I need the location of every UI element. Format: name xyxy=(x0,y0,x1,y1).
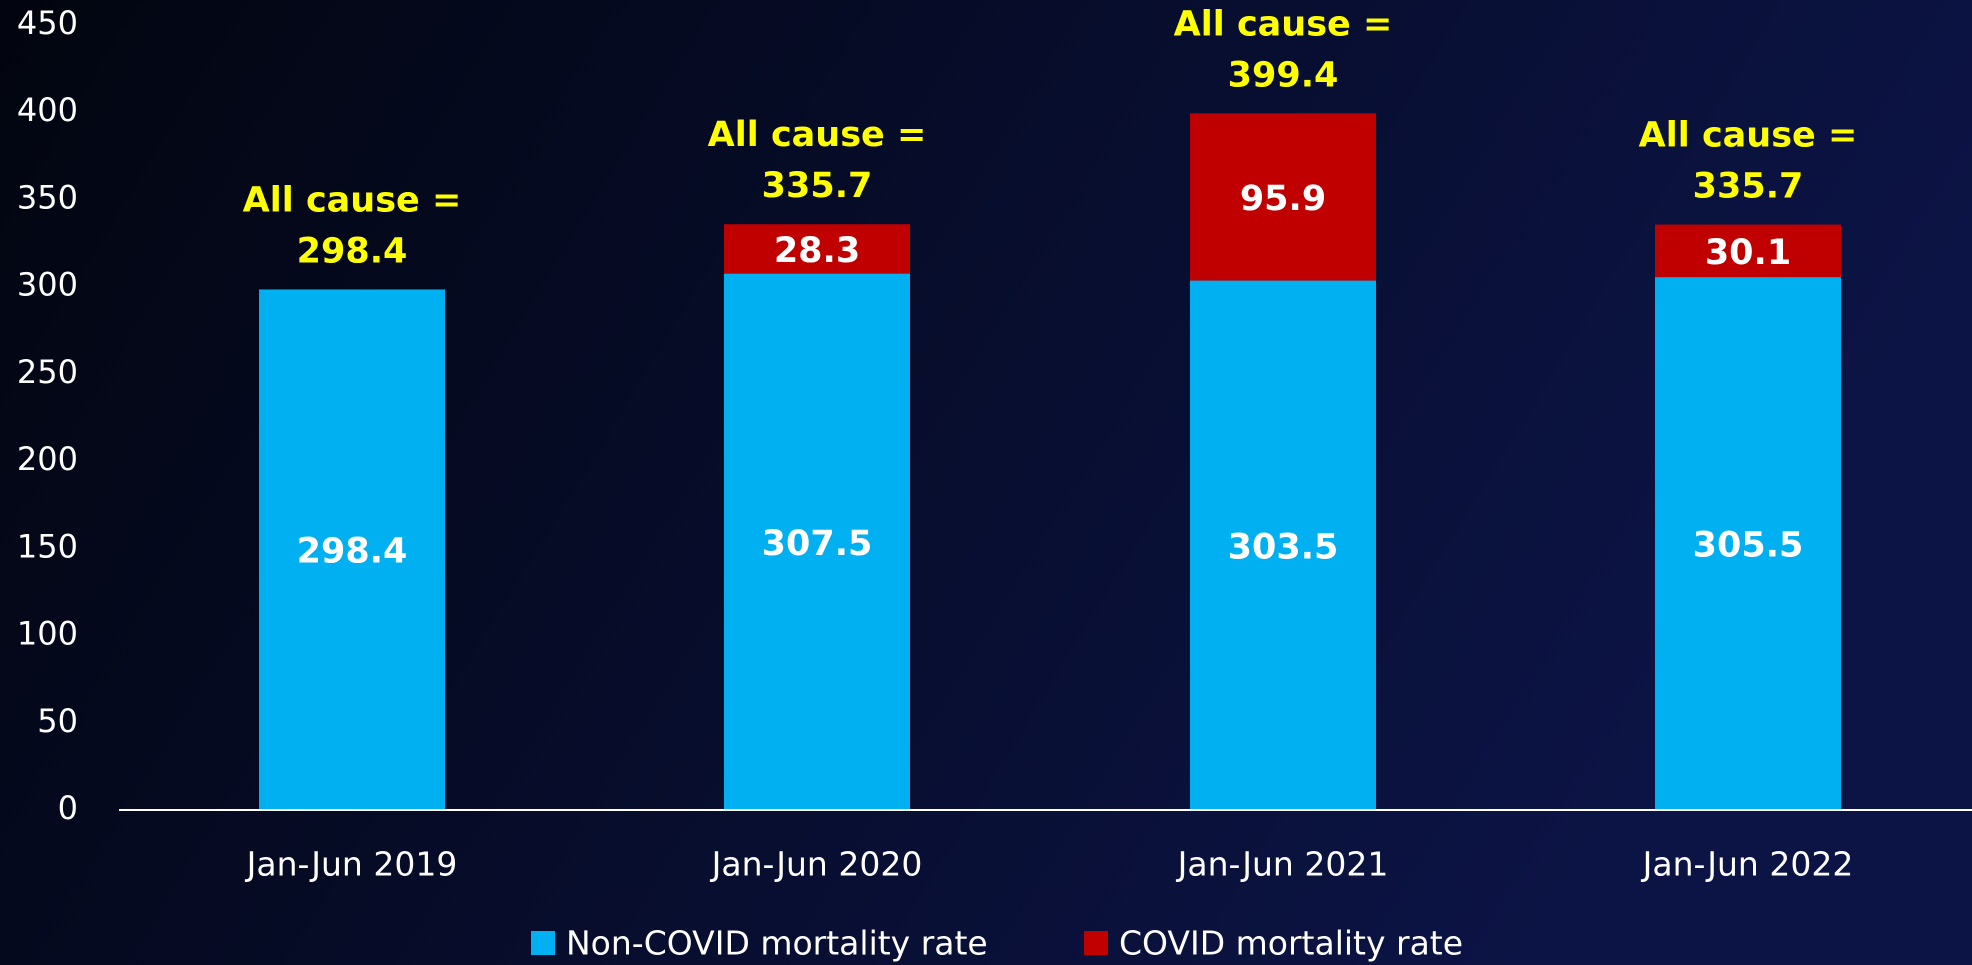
bar-segment xyxy=(1190,280,1376,810)
y-tick-label: 150 xyxy=(17,527,78,565)
y-tick-label: 300 xyxy=(17,266,78,304)
y-tick-label: 50 xyxy=(37,702,78,740)
legend-label: COVID mortality rate xyxy=(1119,924,1463,963)
bar-segment xyxy=(724,224,910,274)
bar-segment xyxy=(1655,277,1841,810)
x-tick-label: Jan-Jun 2022 xyxy=(1641,845,1854,884)
bar-segment xyxy=(1655,224,1841,278)
y-tick-label: 0 xyxy=(58,789,78,827)
y-tick-label: 400 xyxy=(17,91,78,129)
value-label: 30.1 xyxy=(1705,233,1791,273)
x-tick-label: Jan-Jun 2020 xyxy=(710,845,923,884)
value-label: 95.9 xyxy=(1240,179,1326,219)
annotation: All cause = xyxy=(1174,4,1393,44)
annotation: All cause = xyxy=(243,180,462,220)
value-label: 298.4 xyxy=(297,532,408,572)
bar-segment xyxy=(724,273,910,810)
bar-segment xyxy=(1190,113,1376,281)
annotation: 335.7 xyxy=(1693,167,1804,207)
annotation: All cause = xyxy=(708,115,927,155)
value-label: 305.5 xyxy=(1693,526,1804,566)
x-tick-label: Jan-Jun 2021 xyxy=(1176,845,1389,884)
x-tick-label: Jan-Jun 2019 xyxy=(245,845,458,884)
value-label: 303.5 xyxy=(1228,527,1339,567)
value-label: 307.5 xyxy=(762,524,873,564)
y-tick-label: 350 xyxy=(17,178,78,216)
y-tick-label: 250 xyxy=(17,353,78,391)
value-label: 28.3 xyxy=(774,231,860,271)
annotation: 298.4 xyxy=(297,231,408,271)
bar-segment xyxy=(259,289,445,810)
legend-swatch xyxy=(531,931,555,955)
legend-label: Non-COVID mortality rate xyxy=(566,924,988,963)
annotation: 335.7 xyxy=(762,166,873,206)
y-tick-label: 200 xyxy=(17,440,78,478)
annotation: All cause = xyxy=(1639,116,1858,156)
annotation: 399.4 xyxy=(1228,55,1339,95)
y-tick-label: 100 xyxy=(17,615,78,653)
legend-swatch xyxy=(1084,931,1108,955)
y-tick-label: 450 xyxy=(17,4,78,42)
